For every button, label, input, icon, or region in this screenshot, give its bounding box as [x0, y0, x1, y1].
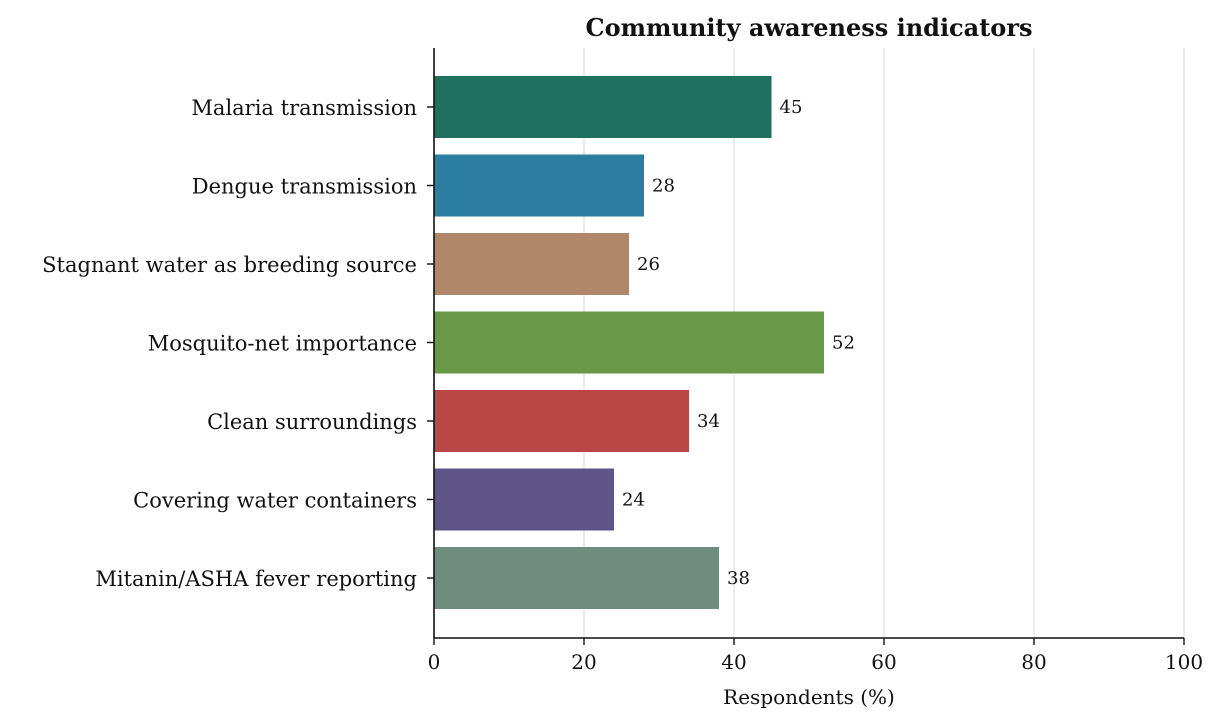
category-tick-label: Malaria transmission [191, 96, 417, 120]
x-tick-label: 0 [428, 650, 441, 674]
bar [434, 233, 629, 295]
bar [434, 390, 689, 452]
bar-value-label: 45 [780, 97, 803, 118]
x-axis-title: Respondents (%) [723, 685, 895, 709]
category-tick-label: Mitanin/ASHA fever reporting [95, 567, 417, 591]
bar [434, 154, 644, 217]
bar [434, 311, 824, 374]
category-tick-label: Mosquito-net importance [148, 332, 417, 356]
bar-value-label: 28 [652, 176, 675, 197]
category-tick-label: Stagnant water as breeding source [42, 253, 417, 277]
bar [434, 468, 614, 531]
bar [434, 547, 719, 609]
bar-value-label: 34 [697, 411, 720, 432]
x-tick-label: 100 [1165, 650, 1203, 674]
category-tick-label: Covering water containers [133, 489, 417, 513]
grid-lines [583, 48, 1185, 638]
bar-value-label: 52 [832, 333, 855, 354]
x-tick-label: 80 [1021, 650, 1046, 674]
bar-value-label: 24 [622, 490, 645, 511]
x-tick-label: 60 [871, 650, 896, 674]
category-tick-label: Dengue transmission [192, 175, 417, 199]
x-tick-label: 40 [721, 650, 746, 674]
bar-value-label: 38 [727, 568, 750, 589]
bar [434, 76, 772, 138]
chart-title: Community awareness indicators [586, 13, 1033, 42]
category-tick-label: Clean surroundings [207, 410, 417, 434]
axes: Malaria transmission Dengue transmission S… [42, 48, 1203, 674]
bar-value-label: 26 [637, 254, 660, 275]
x-tick-label: 20 [571, 650, 596, 674]
bars: 45 28 26 52 34 24 38 [434, 76, 855, 609]
